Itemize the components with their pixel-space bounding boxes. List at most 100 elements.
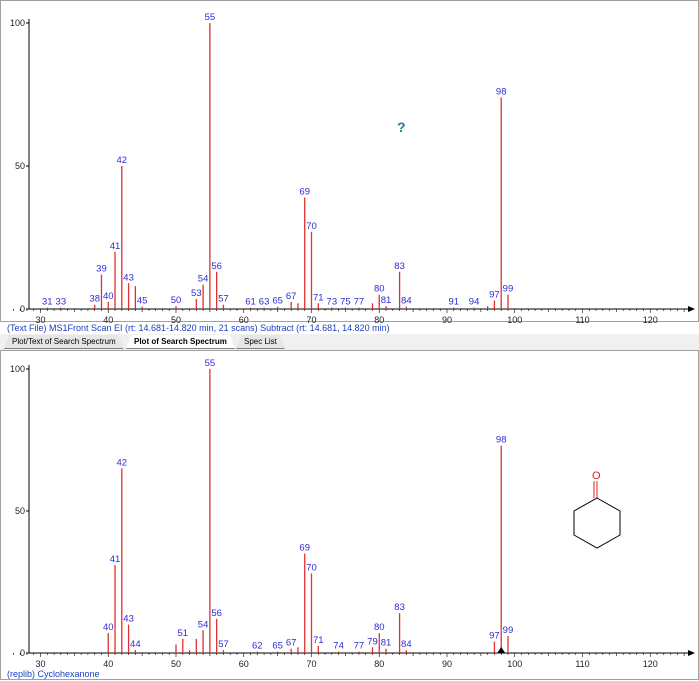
peak-label: 42 (117, 155, 128, 166)
peak-label: 83 (394, 602, 405, 613)
x-tick-label: 50 (171, 315, 181, 323)
search-spectrum-caption: (Text File) MS1Front Scan EI (rt: 14.681… (7, 323, 390, 333)
peak-label: 81 (381, 295, 392, 306)
x-tick-label: 120 (643, 659, 658, 669)
peak-label: 54 (198, 274, 209, 285)
peak-label: 98 (496, 435, 507, 446)
x-tick-label: 60 (239, 315, 249, 323)
peak-label: 65 (272, 641, 283, 652)
y-tick-label: 50 (15, 506, 25, 516)
x-tick-label: 90 (442, 659, 452, 669)
tab-plot-search-spectrum[interactable]: Plot of Search Spectrum (126, 335, 235, 349)
peak-label: 80 (374, 284, 385, 295)
peak-label: 69 (299, 186, 310, 197)
oxygen-atom-label: O (592, 470, 601, 482)
x-tick-label: 30 (35, 315, 45, 323)
x-tick-label: 30 (35, 659, 45, 669)
peak-label: 97 (489, 289, 500, 300)
peak-label: 43 (123, 272, 134, 283)
peak-label: 65 (272, 296, 283, 307)
peak-label: 43 (123, 614, 134, 625)
tab-plot-text-search-spectrum[interactable]: Plot/Text of Search Spectrum (4, 335, 124, 349)
x-tick-label: 110 (575, 315, 589, 323)
peak-label: 83 (394, 261, 405, 272)
peak-label: 73 (327, 297, 338, 308)
y-tick-label: 100 (10, 18, 25, 28)
peak-label: 31 (42, 297, 53, 308)
x-axis-arrow (688, 306, 695, 312)
peak-label: 98 (496, 86, 507, 97)
peak-label: 45 (137, 296, 148, 307)
cursor-marker (497, 647, 506, 653)
peak-label: 40 (103, 622, 114, 633)
x-tick-label: 40 (103, 659, 113, 669)
peak-label: 70 (306, 562, 317, 573)
x-tick-label: 90 (442, 315, 452, 323)
tab-spec-list[interactable]: Spec List (236, 335, 285, 349)
peak-label: 67 (286, 638, 297, 649)
peak-label: 79 (367, 636, 378, 647)
peak-label: 80 (374, 622, 385, 633)
peak-label: 91 (448, 297, 459, 308)
peak-label: 84 (401, 296, 412, 307)
x-tick-label: 40 (103, 315, 113, 323)
x-tick-label: 120 (643, 315, 658, 323)
peak-label: 74 (333, 641, 344, 652)
peak-label: 57 (218, 294, 229, 305)
peak-label: 51 (177, 628, 188, 639)
peak-label: 70 (306, 221, 317, 232)
peak-label: 50 (171, 295, 182, 306)
peak-label: 55 (205, 12, 216, 23)
cyclohexanone-structure (573, 481, 621, 549)
peak-label: 77 (354, 297, 365, 308)
x-tick-label: 100 (507, 315, 522, 323)
peak-label: 56 (211, 608, 222, 619)
peak-label: 33 (56, 297, 67, 308)
library-spectrum-caption: (replib) Cyclohexanone (7, 669, 100, 679)
x-tick-label: 60 (239, 659, 249, 669)
peak-label: 81 (381, 638, 392, 649)
peak-label: 62 (252, 641, 263, 652)
search-spectrum-chart: 0 50 100 30 40 50 60 70 80 90 100 110 120 31 33 38 39 40 4… (10, 12, 695, 323)
x-tick-label: 80 (374, 315, 384, 323)
y-tick-label: 0 (20, 304, 25, 314)
peak-label: 97 (489, 631, 500, 642)
x-tick-label: 110 (575, 659, 589, 669)
structure-overlay: O (573, 470, 621, 549)
peak-label: 54 (198, 619, 209, 630)
search-spectrum-panel: 0 50 100 30 40 50 60 70 80 90 100 110 120 31 33 38 39 40 4… (0, 0, 699, 333)
peak-label: 39 (96, 264, 107, 275)
peak-label: 41 (110, 554, 121, 565)
peak-label: 41 (110, 241, 121, 252)
peak-label: 40 (103, 291, 114, 302)
peak-label: 77 (354, 641, 365, 652)
peak-label: 71 (313, 635, 324, 646)
peak-label: 71 (313, 292, 324, 303)
x-axis-arrow (688, 650, 695, 656)
x-tick-label: 70 (306, 659, 316, 669)
peak-label: 84 (401, 639, 412, 650)
peak-label: 94 (469, 297, 480, 308)
peak-label: 63 (259, 297, 270, 308)
y-tick-label: 50 (15, 161, 25, 171)
ring-bonds (573, 497, 621, 549)
peak-label: 99 (503, 284, 514, 295)
peak-label: 99 (503, 625, 514, 636)
x-tick-label: 70 (306, 315, 316, 323)
x-tick-label: 80 (374, 659, 384, 669)
peak-label: 61 (245, 297, 256, 308)
library-spectrum-chart: 0 50 100 30 40 50 60 70 80 90 100 110 120 40 41 42 43 44 5… (10, 358, 695, 669)
peak-label: 67 (286, 291, 297, 302)
tab-bar: Plot/Text of Search Spectrum Plot of Sea… (0, 334, 699, 351)
peak-label: 55 (205, 358, 216, 369)
peak-label: 53 (191, 288, 202, 299)
library-spectrum-panel: 0 50 100 30 40 50 60 70 80 90 100 110 120 40 41 42 43 44 5… (0, 350, 699, 680)
peak-label: 57 (218, 639, 229, 650)
peak-label: 56 (211, 261, 222, 272)
peak-label: 44 (130, 639, 141, 650)
x-tick-label: 50 (171, 659, 181, 669)
peak-label: 75 (340, 297, 351, 308)
peak-label: 42 (117, 457, 128, 468)
y-tick-label: 100 (10, 364, 25, 374)
peak-label: 38 (89, 294, 100, 305)
